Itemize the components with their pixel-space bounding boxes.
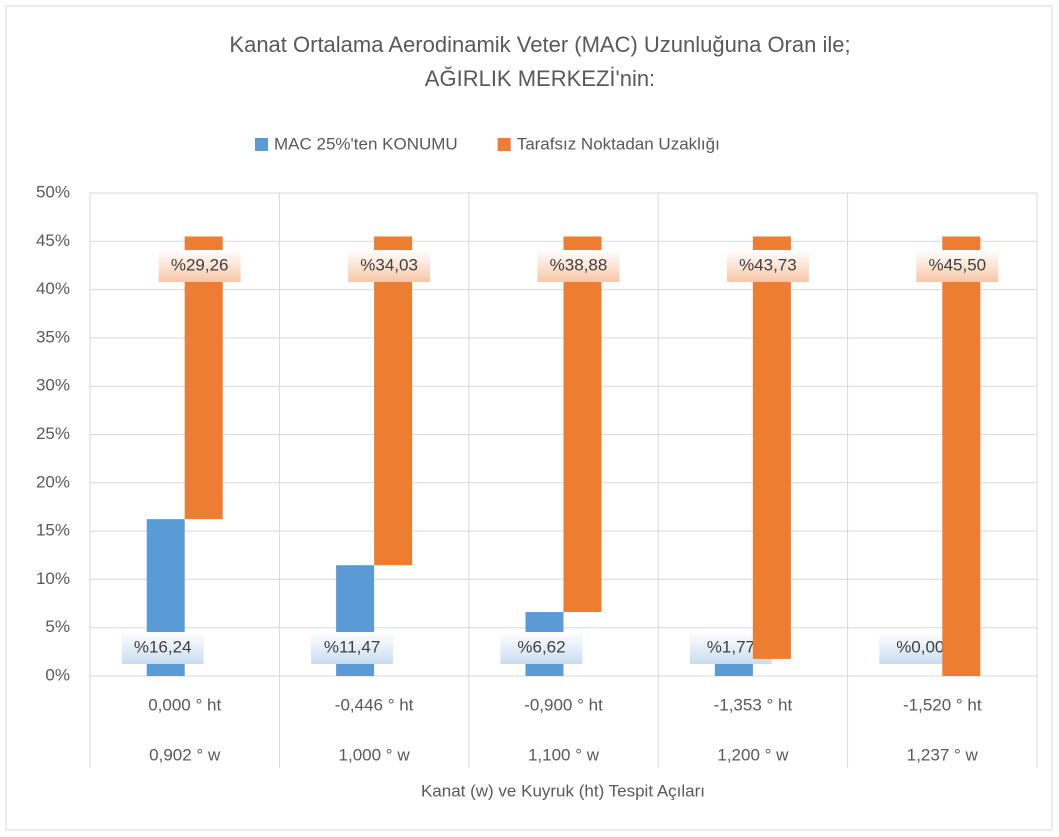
y-tick-label: 30% — [36, 376, 70, 395]
legend-swatch — [497, 138, 511, 151]
data-label-box — [158, 250, 241, 282]
y-tick-label: 25% — [36, 424, 70, 443]
data-label: %34,03 — [360, 255, 418, 274]
x-tick-label: 1,237 ° w — [907, 745, 979, 764]
bar — [184, 236, 223, 520]
chart-title: Kanat Ortalama Aerodinamik Veter (MAC) U… — [229, 32, 850, 57]
x-tick-label: 0,902 ° w — [149, 745, 221, 764]
y-tick-label: 40% — [36, 279, 70, 298]
y-tick-label: 50% — [36, 182, 70, 201]
legend-swatch — [255, 138, 268, 151]
x-tick-label: -1,353 ° ht — [714, 695, 793, 714]
data-label: %43,73 — [739, 255, 797, 274]
data-label: %16,24 — [134, 637, 192, 656]
data-label: %11,47 — [324, 637, 380, 656]
bar — [942, 236, 981, 676]
x-tick-label: -1,520 ° ht — [903, 695, 982, 714]
x-tick-label: 0,000 ° ht — [148, 695, 221, 714]
data-label-box — [726, 250, 809, 282]
data-label: %38,88 — [550, 255, 608, 274]
legend-label: MAC 25%'ten KONUMU — [274, 134, 458, 153]
data-label: %45,50 — [928, 255, 986, 274]
y-tick-label: 0% — [45, 665, 70, 684]
legend-label: Tarafsız Noktadan Uzaklığı — [517, 134, 720, 153]
data-label-box — [121, 632, 204, 664]
data-label-box — [500, 632, 583, 664]
y-tick-label: 10% — [36, 569, 70, 588]
data-label-box — [311, 632, 394, 664]
data-label: %29,26 — [171, 255, 229, 274]
data-label: %0,00 — [896, 637, 944, 656]
x-tick-label: 1,000 ° w — [339, 745, 411, 764]
y-tick-label: 35% — [36, 327, 70, 346]
y-tick-label: 20% — [36, 472, 70, 491]
chart-title: AĞIRLIK MERKEZİ'nin: — [425, 66, 655, 91]
data-label-box — [537, 250, 620, 282]
x-tick-label: -0,446 ° ht — [335, 695, 414, 714]
bar — [563, 236, 602, 613]
data-label: %6,62 — [517, 637, 565, 656]
chart-border — [5, 5, 1053, 831]
x-tick-label: 1,200 ° w — [717, 745, 789, 764]
data-label-box — [348, 250, 431, 282]
x-tick-label: 1,100 ° w — [528, 745, 600, 764]
data-label: %1,77 — [707, 637, 755, 656]
data-label-box — [916, 250, 999, 282]
x-axis-title: Kanat (w) ve Kuyruk (ht) Tespit Açıları — [421, 781, 705, 800]
bar — [374, 236, 413, 566]
y-tick-label: 45% — [36, 231, 70, 250]
y-tick-label: 15% — [36, 521, 70, 540]
y-tick-label: 5% — [45, 617, 70, 636]
x-tick-label: -0,900 ° ht — [524, 695, 603, 714]
bar — [752, 236, 791, 659]
